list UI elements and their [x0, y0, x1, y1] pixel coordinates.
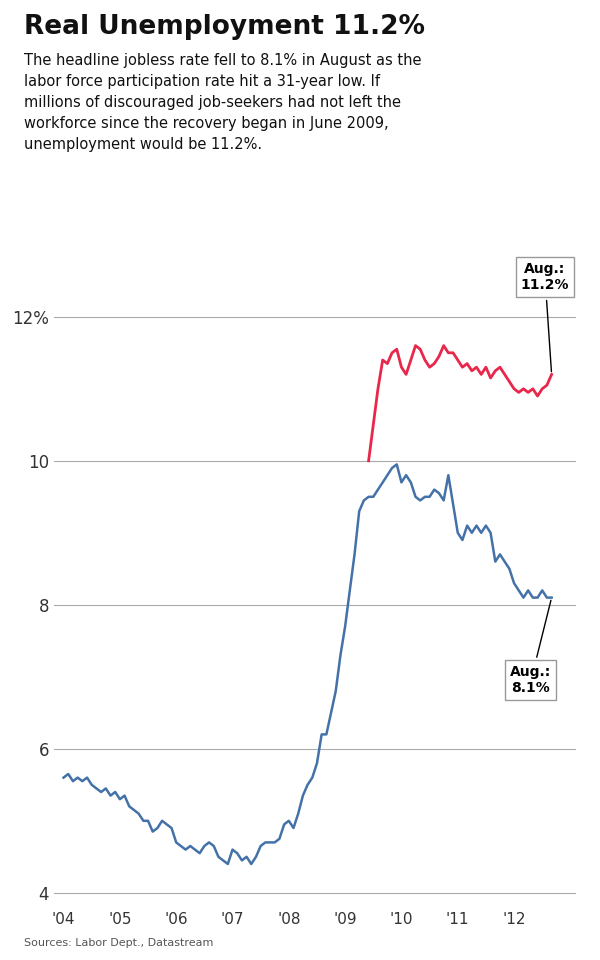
Text: The headline jobless rate fell to 8.1% in August as the
labor force participatio: The headline jobless rate fell to 8.1% i… — [24, 53, 421, 152]
Text: Aug.:
11.2%: Aug.: 11.2% — [521, 262, 569, 372]
Text: Sources: Labor Dept., Datastream: Sources: Labor Dept., Datastream — [24, 939, 214, 948]
Text: Real Unemployment 11.2%: Real Unemployment 11.2% — [24, 14, 425, 40]
Text: Aug.:
8.1%: Aug.: 8.1% — [511, 600, 551, 695]
